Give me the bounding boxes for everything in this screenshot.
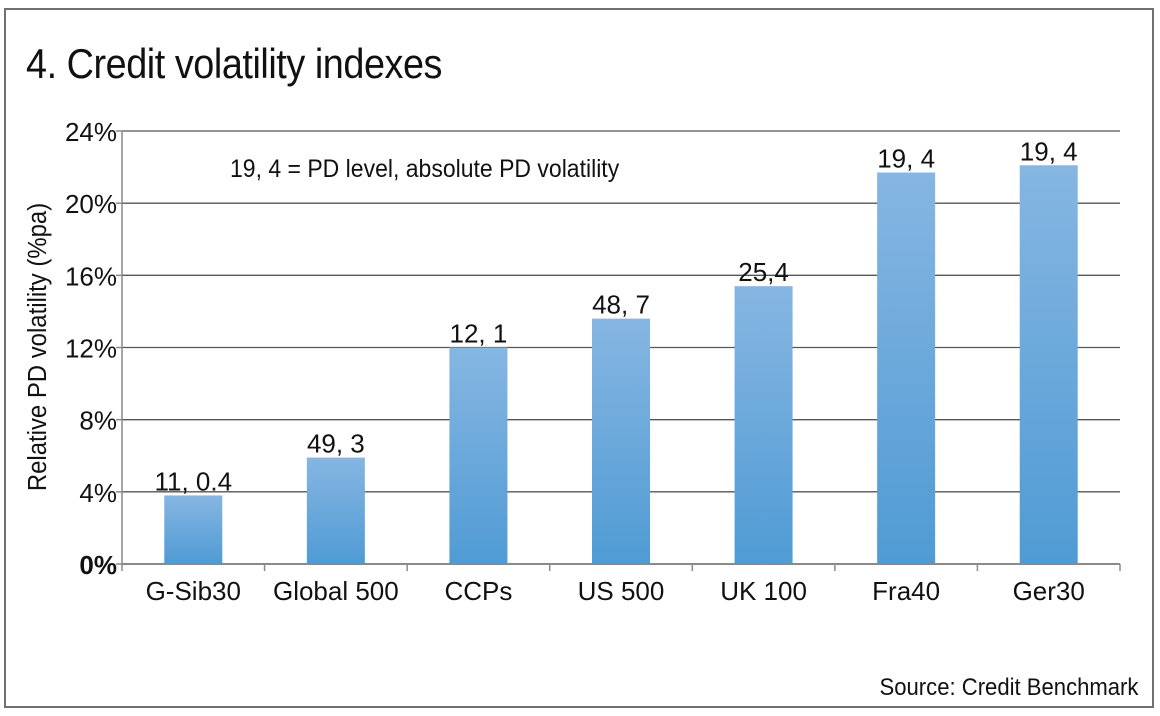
y-tick-label: 20% bbox=[65, 189, 117, 219]
axes bbox=[116, 130, 1121, 571]
x-category-label: Global 500 bbox=[273, 576, 399, 606]
x-category-label: UK 100 bbox=[720, 576, 807, 606]
chart-annotation: 19, 4 = PD level, absolute PD volatility bbox=[230, 155, 619, 183]
data-label: 12, 1 bbox=[450, 319, 508, 349]
data-label: 49, 3 bbox=[307, 429, 365, 459]
y-axis-label: Relative PD volatility (%pa) bbox=[23, 203, 52, 491]
data-label: 19, 4 bbox=[1020, 136, 1078, 166]
x-category-label: CCPs bbox=[444, 576, 512, 606]
source-note: Source: Credit Benchmark bbox=[879, 674, 1138, 701]
chart-title: 4. Credit volatility indexes bbox=[26, 40, 442, 87]
x-category-label: Ger30 bbox=[1013, 576, 1085, 606]
bar-global-500 bbox=[306, 457, 365, 564]
y-tick-label: 4% bbox=[79, 478, 117, 508]
data-label: 11, 0.4 bbox=[154, 466, 232, 496]
bar-us-500 bbox=[592, 318, 650, 564]
y-tick-label: 16% bbox=[65, 261, 117, 291]
data-label: 25,4 bbox=[738, 257, 789, 287]
x-category-label: G-Sib30 bbox=[146, 576, 241, 606]
y-tick-label: 8% bbox=[79, 406, 117, 436]
x-category-labels: G-Sib30 Global 500 CCPs US 500 UK 100 Fra40 Ge… bbox=[146, 576, 1085, 606]
x-category-label: Fra40 bbox=[872, 576, 940, 606]
data-label: 48, 7 bbox=[592, 290, 650, 320]
bar-fra40 bbox=[877, 172, 936, 564]
bar-ccps bbox=[449, 347, 508, 564]
y-tick-label: 0% bbox=[79, 550, 117, 580]
data-labels: 11, 0.4 49, 3 12, 1 48, 7 25,4 19, 4 19, 4 bbox=[154, 136, 1077, 496]
bar-uk-100 bbox=[734, 286, 793, 564]
y-tick-label: 24% bbox=[65, 117, 117, 147]
bars bbox=[164, 165, 1078, 564]
data-label: 19, 4 bbox=[877, 143, 935, 173]
bar-g-sib30 bbox=[164, 495, 223, 564]
bar-ger30 bbox=[1019, 165, 1078, 564]
chart-frame bbox=[4, 8, 1154, 708]
y-tick-labels: 0% 4% 8% 12% 16% 20% 24% bbox=[65, 117, 117, 580]
x-category-label: US 500 bbox=[578, 576, 665, 606]
y-tick-label: 12% bbox=[65, 334, 117, 364]
